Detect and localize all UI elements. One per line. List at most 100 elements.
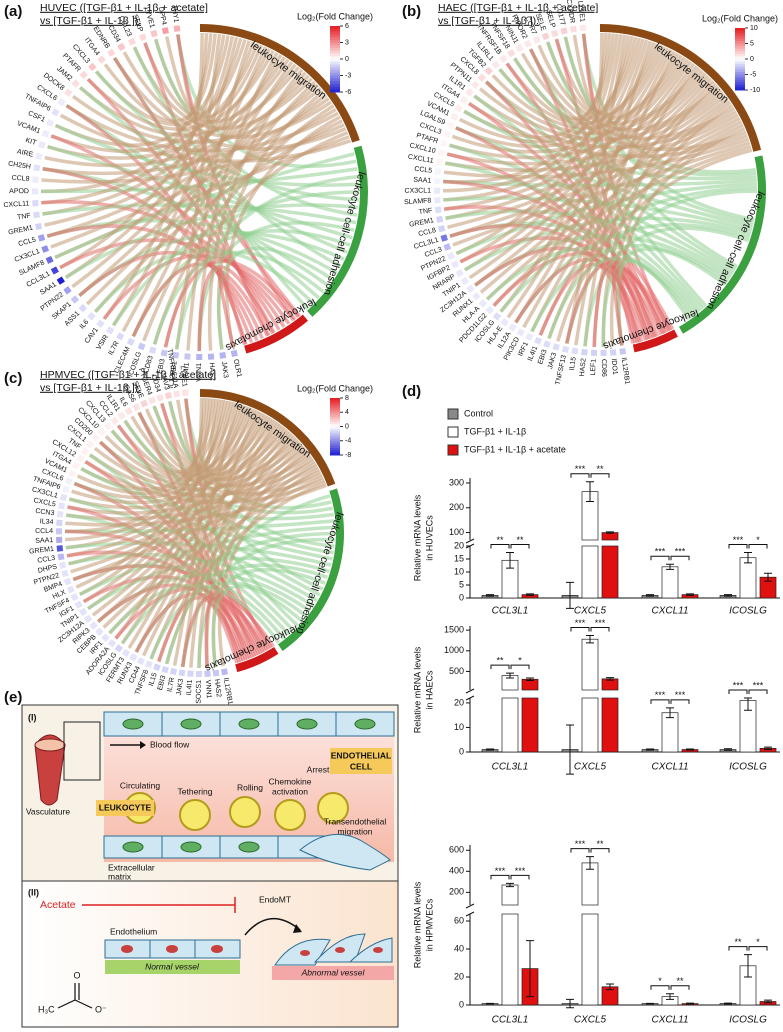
colorbar-cell: [330, 398, 340, 401]
gene-label: VNN1: [196, 363, 203, 382]
ribbon: [189, 410, 260, 668]
gene-square: [71, 461, 81, 470]
gene-square: [212, 669, 220, 677]
bar-segment: [581, 697, 599, 753]
error-bar: [566, 998, 574, 1009]
bar-segment: [581, 638, 599, 691]
error-bar: [606, 677, 614, 681]
gene-square: [121, 648, 131, 658]
gene-square: [561, 345, 570, 353]
significance-bracket: [748, 544, 768, 549]
gene-square: [195, 670, 203, 678]
gene-square: [160, 349, 168, 357]
gene-square: [78, 303, 88, 313]
y-tick-label: 0: [459, 746, 464, 756]
gene-label: IL6: [118, 396, 129, 408]
gene-label: LEF1: [590, 359, 598, 376]
gene-label: CCL3: [37, 555, 56, 565]
gene-square: [110, 416, 119, 425]
ribbon: [207, 68, 304, 351]
panel-title: HAEC ([TGF-β1 + IL-1β + acetate]: [438, 2, 598, 14]
gene-square: [107, 638, 117, 648]
ribbon: [50, 43, 259, 153]
gene-square: [466, 284, 475, 294]
ribbon: [134, 417, 273, 653]
gene-square: [56, 510, 64, 518]
ribbon: [108, 583, 281, 644]
colorbar-cell: [330, 37, 340, 41]
gene-label: IDO1: [610, 358, 618, 375]
gene-square: [446, 121, 455, 130]
label: Circulating: [120, 780, 160, 790]
colorbar-cell: [330, 72, 340, 76]
gene-label: HAS2: [213, 679, 222, 698]
colorbar-cell: [330, 59, 340, 63]
ribbon: [468, 102, 675, 330]
significance-label: ***: [495, 866, 506, 876]
gene-square: [140, 399, 149, 408]
colorbar-cell: [735, 28, 745, 32]
term-arc: [199, 389, 336, 487]
colorbar-cell: [330, 428, 340, 432]
gene-square: [532, 35, 541, 44]
label-box: [272, 966, 394, 980]
gene-square: [37, 234, 46, 242]
colorbar-cell: [330, 402, 340, 406]
gene-square: [579, 24, 587, 32]
colorbar-cell: [330, 56, 340, 60]
y-tick-label: 15: [454, 553, 464, 563]
gene-square: [221, 668, 228, 676]
colorbar-tick-label: -8: [345, 452, 351, 459]
ribbon: [197, 567, 326, 669]
term-arc: [307, 145, 368, 317]
ribbon: [609, 103, 734, 347]
gene-square: [91, 433, 101, 443]
legend-title: Log₂(Fold Change): [297, 11, 373, 21]
gene-square: [485, 305, 495, 315]
colorbar-cell: [330, 407, 340, 411]
colorbar-cell: [735, 71, 745, 75]
gene-square: [116, 332, 125, 341]
error-bar: [646, 748, 654, 751]
error-bar: [764, 999, 772, 1004]
gene-label: CD34: [150, 374, 162, 393]
gene-square: [76, 454, 85, 463]
ribbon: [102, 33, 209, 320]
y-tick-label: 0: [459, 999, 464, 1009]
gene-square: [58, 502, 66, 510]
arrow: [244, 917, 301, 936]
label: EndoMT: [259, 894, 291, 904]
gene-square: [523, 39, 532, 48]
colorbar-cell: [330, 436, 340, 439]
gene-label: SAA1: [35, 537, 53, 545]
gene-square: [97, 427, 106, 437]
ribbon: [556, 148, 753, 342]
gene-square: [79, 70, 88, 80]
gene-square: [106, 326, 115, 335]
x-tick-label: CCL3L1: [492, 1015, 529, 1026]
x-tick-label: CXCL5: [574, 606, 607, 617]
significance-label: **: [596, 464, 604, 474]
panel-label: (d): [402, 383, 421, 400]
gene-square: [472, 292, 481, 301]
label: Rolling: [237, 782, 263, 792]
significance-bracket: [670, 555, 690, 561]
gene-label: CX3CL1: [405, 188, 432, 195]
gene-square: [149, 346, 157, 354]
gene-square: [32, 176, 39, 183]
bar: [661, 712, 679, 753]
gene-square: [442, 130, 451, 139]
gene-label: GREM1: [29, 546, 55, 556]
gene-label: JAK3: [220, 361, 229, 379]
ribbon: [87, 414, 268, 611]
error-bar: [686, 593, 694, 596]
gene-square: [114, 644, 124, 653]
gene-square: [56, 536, 63, 544]
gene-label: JAK3: [176, 678, 185, 696]
gene-square: [492, 312, 502, 321]
term-arc: [199, 24, 360, 143]
error-bar: [566, 724, 574, 775]
bar-segment: [739, 557, 757, 599]
gene-square: [63, 286, 72, 295]
gene-square: [64, 88, 73, 97]
